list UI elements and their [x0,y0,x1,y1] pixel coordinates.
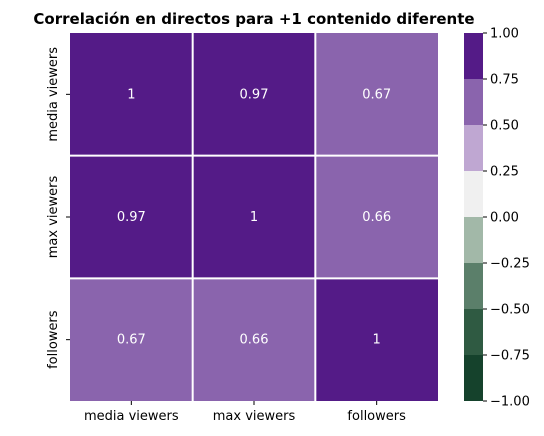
cell-value-label: 0.66 [240,333,269,348]
colorbar-tick-label: 1.00 [490,27,519,42]
cell-separators [70,33,438,401]
cell-value-label: 1 [127,87,135,102]
colorbar-segment [464,171,483,217]
heatmap-cell [315,33,438,156]
y-tick-label: followers [46,310,61,369]
cell-value-label: 0.97 [117,210,146,225]
colorbar-segment [464,217,483,263]
cell-value-label: 0.67 [362,87,391,102]
heatmap-cell [315,278,438,401]
colorbar-tick-label: 0.00 [490,211,519,226]
heatmap-cell [315,155,438,279]
cell-value-label: 0.66 [362,210,391,225]
heatmap-cell [70,33,193,156]
colorbar: 1.00 0.75 0.50 0.25 0.00 −0.25 −0.50 −0.75 −1.00 [464,27,530,410]
cell-value-label: 1 [373,333,381,348]
cell-value-label: 0.97 [240,87,269,102]
y-axis: media viewers max viewers followers [46,47,70,369]
colorbar-segment [464,355,483,401]
heatmap-cell [192,155,316,279]
colorbar-tick-label: −1.00 [490,395,530,410]
cell-value-label: 1 [250,210,258,225]
heatmap-cell [192,278,316,401]
colorbar-tick-label: 0.75 [490,73,519,88]
colorbar-segment [464,309,483,355]
colorbar-tick-label: −0.50 [490,303,530,318]
y-tick-label: media viewers [46,47,61,142]
colorbar-tick-label: 0.50 [490,119,519,134]
x-axis: media viewers max viewers followers [84,401,406,424]
colorbar-tick-label: 0.25 [490,165,519,180]
colorbar-segment [464,263,483,309]
chart-title: Correlación en directos para +1 contenid… [33,10,474,28]
heatmap-cell [70,278,193,401]
x-tick-label: media viewers [84,409,179,424]
colorbar-segment [464,33,483,79]
x-tick-label: followers [347,409,406,424]
heatmap-cells [70,33,438,401]
y-tick-label: max viewers [46,176,61,259]
cell-annotations: 1 0.97 0.67 0.97 1 0.66 0.67 0.66 1 [117,87,391,347]
colorbar-segment [464,79,483,125]
colorbar-segment [464,125,483,171]
cell-value-label: 0.67 [117,333,146,348]
x-tick-label: max viewers [213,409,296,424]
colorbar-tick-label: −0.75 [490,349,530,364]
heatmap-cell [192,33,316,156]
heatmap-cell [70,155,193,279]
colorbar-tick-label: −0.25 [490,257,530,272]
